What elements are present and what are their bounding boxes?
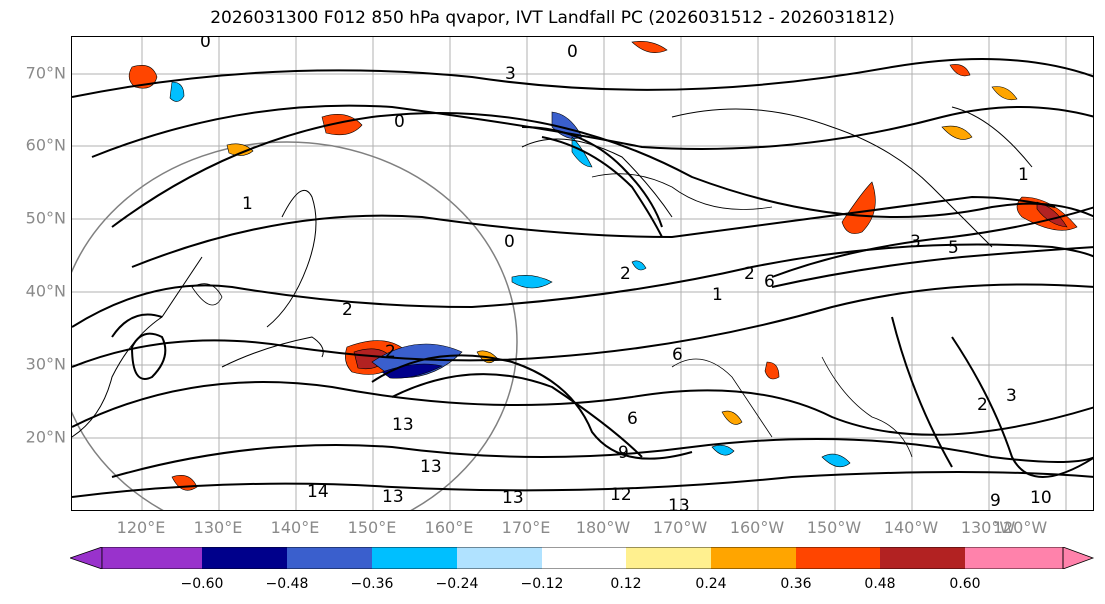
lon-label-160w: 160°W — [729, 518, 785, 537]
colorbar-segment — [372, 547, 457, 569]
colorbar-tick-label: −0.60 — [180, 576, 224, 592]
contour-label: 2 — [620, 264, 631, 284]
colorbar-tick-label: −0.36 — [350, 576, 394, 592]
lon-label-180w: 180°W — [575, 518, 631, 537]
contour-label: 0 — [504, 232, 515, 252]
colorbar-segment — [965, 547, 1063, 569]
colorbar-tick-label: 0.48 — [864, 576, 896, 592]
lon-label-140e: 140°E — [270, 518, 320, 537]
contour-label: 2 — [744, 264, 755, 284]
lat-label-40n: 40°N — [25, 281, 66, 301]
contour-label: 0 — [394, 112, 405, 132]
contour-label: 13 — [668, 496, 690, 511]
contour-label: 0 — [567, 42, 578, 62]
map-panel: 0 0 0 0 3 1 1 2 2 3 5 6 1 2 2 6 9 6 13 1… — [71, 36, 1094, 511]
colorbar-tick-label: 0.24 — [695, 576, 727, 592]
contour-label: 2 — [385, 342, 396, 362]
contour-label: 12 — [610, 485, 632, 505]
contour-label: 1 — [1018, 165, 1029, 185]
contour-label: 13 — [382, 487, 404, 507]
colorbar-tick-label: 0.60 — [949, 576, 981, 592]
contour-label: 13 — [392, 415, 414, 435]
lat-label-30n: 30°N — [25, 354, 66, 374]
lon-label-150e: 150°E — [347, 518, 397, 537]
colorbar-segment — [102, 547, 202, 569]
contour-label: 2 — [977, 395, 988, 415]
lon-label-170e: 170°E — [501, 518, 551, 537]
colorbar-segment — [711, 547, 796, 569]
contour-label: 14 — [307, 482, 329, 502]
graticule — [72, 37, 1093, 510]
contour-label: 6 — [627, 409, 638, 429]
colorbar-segment — [880, 547, 965, 569]
lon-label-130w: 130°W — [960, 518, 1016, 537]
contour-label: 3 — [505, 64, 516, 84]
contour-label: 3 — [910, 232, 921, 252]
lon-label-170w: 170°W — [652, 518, 708, 537]
lon-label-120w: 120°W — [992, 518, 1048, 537]
ivt-contours — [72, 58, 1093, 498]
ivt-contours-thin — [191, 173, 913, 458]
colorbar-tick-label: 0.36 — [780, 576, 812, 592]
colorbar-tick-label: −0.24 — [435, 576, 479, 592]
colorbar-segment — [287, 547, 372, 569]
contour-label: 1 — [242, 194, 253, 214]
colorbar — [70, 547, 1095, 569]
contour-label: 6 — [672, 345, 683, 365]
lat-label-70n: 70°N — [25, 63, 66, 83]
lon-label-130e: 130°E — [193, 518, 243, 537]
colorbar-segment — [796, 547, 880, 569]
contour-label: 9 — [618, 443, 629, 463]
colorbar-tick-label: −0.48 — [265, 576, 309, 592]
contour-label: 2 — [342, 300, 353, 320]
lon-label-140w: 140°W — [883, 518, 939, 537]
colorbar-tick-label: 0.12 — [610, 576, 642, 592]
colorbar-tick-label: −0.12 — [520, 576, 564, 592]
colorbar-segment — [202, 547, 287, 569]
contour-label: 9 — [990, 491, 1001, 511]
qvapor-anomaly-fills — [128, 41, 1078, 491]
colorbar-segment — [626, 547, 711, 569]
colorbar-extend-low — [70, 547, 103, 569]
contour-label: 13 — [420, 457, 442, 477]
contour-label: 10 — [1030, 488, 1052, 508]
lat-label-60n: 60°N — [25, 135, 66, 155]
colorbar-extend-high — [1062, 547, 1095, 569]
contour-label: 13 — [502, 488, 524, 508]
contour-label: 0 — [200, 37, 211, 52]
lat-label-50n: 50°N — [25, 208, 66, 228]
lon-label-150w: 150°W — [806, 518, 862, 537]
range-ring — [72, 141, 518, 510]
contour-label: 6 — [764, 272, 775, 292]
lon-label-120e: 120°E — [116, 518, 166, 537]
contour-label: 3 — [1006, 386, 1017, 406]
map-canvas: 0 0 0 0 3 1 1 2 2 3 5 6 1 2 2 6 9 6 13 1… — [72, 37, 1093, 511]
colorbar-segment — [542, 547, 626, 569]
colorbar-segment — [457, 547, 542, 569]
contour-label: 1 — [712, 285, 723, 305]
lat-label-20n: 20°N — [25, 427, 66, 447]
contour-label-group: 0 0 0 0 3 1 1 2 2 3 5 6 1 2 2 6 9 6 13 1… — [200, 37, 1052, 511]
contour-label: 5 — [948, 238, 959, 258]
lon-label-160e: 160°E — [424, 518, 474, 537]
map-title: 2026031300 F012 850 hPa qvapor, IVT Land… — [210, 8, 895, 28]
